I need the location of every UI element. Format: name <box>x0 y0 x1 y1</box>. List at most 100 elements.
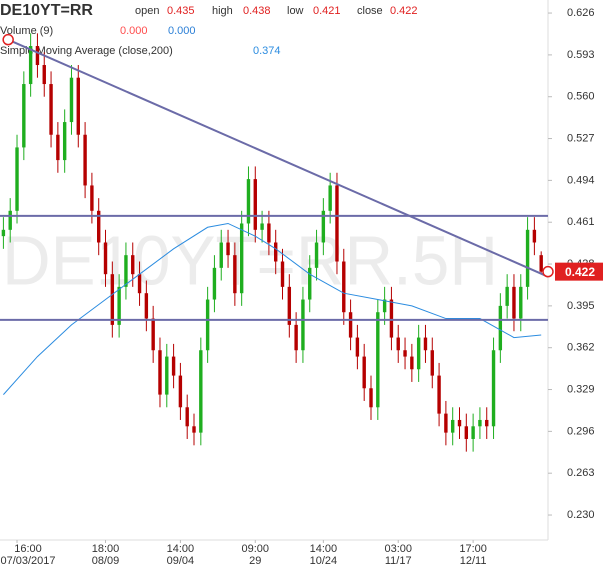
symbol: DE10YT=RR <box>0 2 93 19</box>
candle-body <box>199 350 203 433</box>
candle-body <box>437 375 441 414</box>
candle-body <box>308 267 312 300</box>
candle-body <box>1 229 6 237</box>
candle-body <box>444 413 448 433</box>
candle-body <box>532 229 537 243</box>
candle-body <box>56 134 60 161</box>
candle-body <box>233 255 237 294</box>
candle-body <box>239 223 244 294</box>
candle-body <box>396 337 400 351</box>
candle-body <box>226 242 230 256</box>
ohlc-label: high <box>212 5 233 17</box>
ohlc-label: low <box>287 5 304 17</box>
candle-body <box>369 388 373 408</box>
ohlc-value: 0.421 <box>313 5 341 17</box>
candle-body <box>260 223 264 230</box>
candle-body <box>137 274 142 294</box>
candle-body <box>131 255 135 275</box>
candle-body <box>90 185 94 211</box>
ohlc-label: close <box>357 5 383 17</box>
candle-body <box>8 210 12 230</box>
candle-body <box>362 356 366 389</box>
candle-body <box>335 185 339 262</box>
candle-body <box>192 426 196 433</box>
candle-body <box>42 65 46 85</box>
candle-body <box>294 324 298 351</box>
candle-body <box>76 77 80 135</box>
y-tick-label: 0.362 <box>567 342 595 354</box>
candle-body <box>185 407 189 427</box>
price-tag <box>555 262 603 281</box>
candle-body <box>165 356 169 395</box>
candle-body <box>519 286 523 319</box>
candle-body <box>22 84 26 148</box>
y-tick-label: 0.329 <box>567 383 595 395</box>
candle-body <box>403 350 407 357</box>
y-tick-label: 0.461 <box>567 216 595 228</box>
candle-body <box>423 337 428 351</box>
candle-body <box>124 255 128 287</box>
volume-value: 0.000 <box>168 25 196 37</box>
candle-body <box>151 318 155 351</box>
candle-body <box>110 274 115 325</box>
candle-body <box>158 350 162 395</box>
candle-body <box>267 223 271 243</box>
candle-body <box>457 419 462 427</box>
candle-body <box>83 134 87 186</box>
candle-body <box>464 426 469 439</box>
candle-body <box>28 46 33 85</box>
candle-body <box>178 375 183 408</box>
candle-body <box>525 229 530 287</box>
sma-name: Simple Moving Average (close,200) <box>0 45 173 57</box>
candle-body <box>342 261 346 313</box>
x-tick-label: 16:00 07/03/2017 <box>0 543 56 567</box>
watermark: DE10YT=RR.5H <box>2 221 498 299</box>
candle-body <box>485 419 489 427</box>
candle-body <box>328 185 332 211</box>
candle-body <box>491 350 496 427</box>
y-tick-label: 0.230 <box>567 509 595 521</box>
y-tick-label: 0.527 <box>567 132 595 144</box>
x-tick-label: 17:00 12/11 <box>459 543 487 567</box>
candle-body <box>35 46 40 66</box>
ohlc-value: 0.422 <box>390 5 418 17</box>
x-tick-label: 09:00 29 <box>241 543 270 567</box>
price-tag-label: 0.422 <box>565 265 595 279</box>
x-tick-label: 14:00 10/24 <box>309 543 338 567</box>
candle-body <box>382 299 387 313</box>
candle-body <box>376 312 380 408</box>
candle-body <box>301 299 305 351</box>
candle-body <box>410 356 414 370</box>
candle-body <box>478 419 482 427</box>
candle-body <box>314 242 319 268</box>
candle-body <box>416 337 421 370</box>
y-tick-label: 0.626 <box>567 7 595 19</box>
y-tick-label: 0.494 <box>567 174 595 186</box>
ohlc-label: open <box>135 5 159 17</box>
x-tick-label: 18:00 08/09 <box>91 543 120 567</box>
candle-body <box>274 242 278 262</box>
y-tick-label: 0.263 <box>567 467 595 479</box>
volume-name: Volume (9) <box>0 25 53 37</box>
candle-body <box>15 147 19 211</box>
candle-body <box>430 350 434 376</box>
candle-body <box>69 77 74 123</box>
candle-body <box>498 305 503 351</box>
candle-body <box>219 242 223 268</box>
candle-body <box>450 419 455 433</box>
ohlc-value: 0.435 <box>167 5 195 17</box>
candle-body <box>117 286 121 325</box>
ohlc-value: 0.438 <box>243 5 271 17</box>
candle-body <box>471 426 475 439</box>
candle-body <box>144 293 149 319</box>
y-tick-label: 0.593 <box>567 49 595 61</box>
sma-line <box>3 222 542 395</box>
x-tick-label: 14:00 09/04 <box>166 543 195 567</box>
candle-body <box>287 286 292 325</box>
y-tick-label: 0.395 <box>567 300 595 312</box>
candle-body <box>253 179 257 230</box>
candle-body <box>348 312 353 338</box>
y-tick-label: 0.560 <box>567 91 595 103</box>
